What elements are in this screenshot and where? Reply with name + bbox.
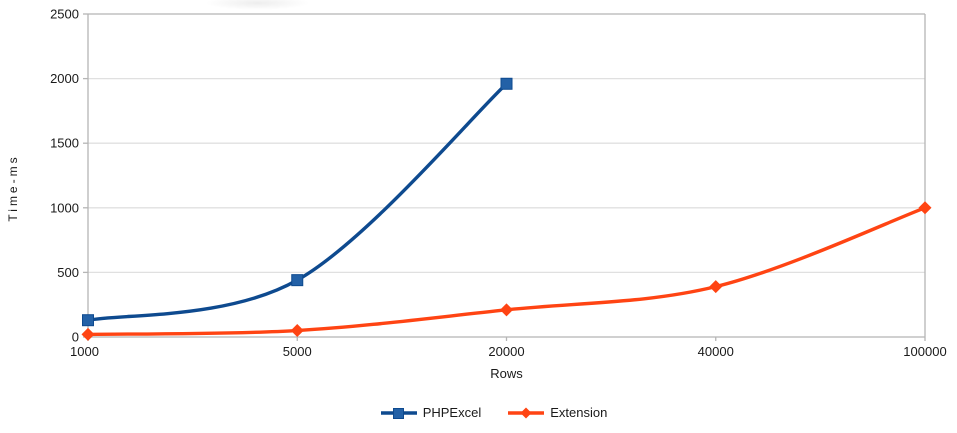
y-tick-label: 1500 [50, 136, 79, 151]
series-line-phpexcel [86, 82, 509, 322]
x-tick-label: 40000 [698, 344, 734, 359]
series-phpexcel [82, 77, 513, 327]
data-point-diamond-marker [709, 280, 723, 294]
legend-extension-diamond-marker-icon [508, 407, 545, 418]
gridlines: 0 500 1000 1500 2000 2500 [50, 7, 925, 345]
legend-phpexcel-square-marker-icon [380, 407, 417, 419]
data-point-diamond-marker [81, 327, 95, 341]
y-axis-title: Time-ms [6, 154, 20, 222]
data-point-diamond-marker [290, 324, 304, 338]
x-axis-title: Rows [490, 366, 523, 381]
legend-item-phpexcel: PHPExcel [380, 405, 482, 420]
data-point-square-marker [500, 77, 513, 90]
x-tick-label: 20000 [488, 344, 524, 359]
x-tick-label: 100000 [903, 344, 946, 359]
y-tick-label: 1000 [50, 200, 79, 215]
data-point-diamond-marker [918, 201, 932, 215]
y-tick-label: 0 [72, 330, 79, 345]
legend-item-extension: Extension [507, 405, 607, 420]
x-tick-label: 5000 [283, 344, 312, 359]
x-tick-label: 1000 [70, 344, 99, 359]
legend-label-phpexcel: PHPExcel [422, 405, 482, 420]
y-tick-label: 2000 [50, 71, 79, 86]
y-tick-label: 500 [57, 265, 79, 280]
axes: 1000 5000 20000 40000 100000 [70, 14, 947, 359]
data-point-square-marker [291, 274, 304, 287]
legend: PHPExcel Extension [15, 405, 957, 420]
data-point-diamond-marker [500, 303, 513, 317]
data-point-square-marker [82, 314, 94, 327]
series-extension [81, 201, 932, 341]
y-tick-label: 2500 [50, 7, 79, 22]
legend-label-extension: Extension [550, 405, 608, 420]
